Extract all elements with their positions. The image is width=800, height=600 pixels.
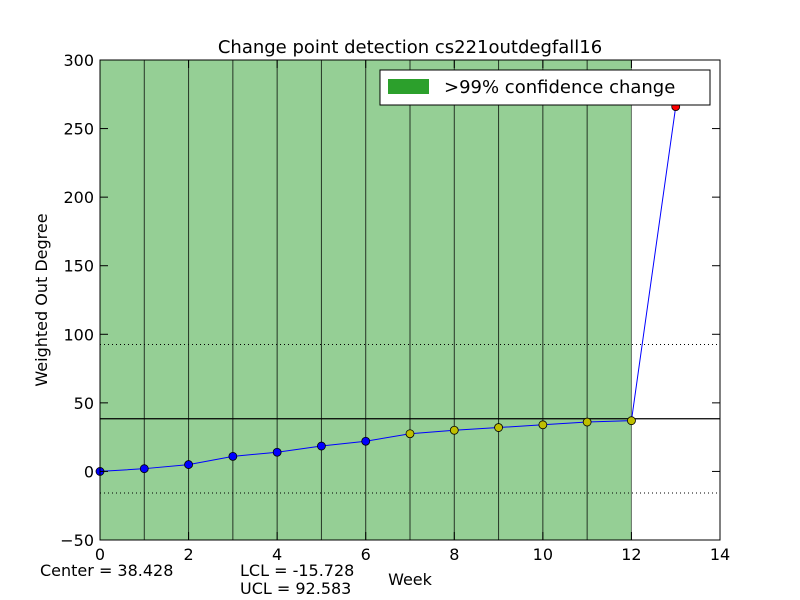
data-point xyxy=(582,417,592,427)
x-tick-label: 14 xyxy=(710,545,730,564)
data-point xyxy=(494,423,503,432)
y-tick-label: 300 xyxy=(63,51,94,70)
x-tick-label: 4 xyxy=(272,545,282,564)
lcl-stat: LCL = -15.728 xyxy=(240,561,355,580)
y-tick-label: 250 xyxy=(63,120,94,139)
data-point xyxy=(449,425,459,435)
legend-label: >99% confidence change xyxy=(444,77,675,98)
x-tick-label: 8 xyxy=(449,545,459,564)
data-point xyxy=(228,451,238,461)
data-point xyxy=(317,441,326,451)
data-point xyxy=(405,429,415,439)
data-point xyxy=(627,416,636,426)
x-axis-label: Week xyxy=(388,570,433,589)
y-tick-label: 50 xyxy=(74,394,94,413)
x-tick-label: 2 xyxy=(183,545,193,564)
ucl-stat: UCL = 92.583 xyxy=(240,579,352,598)
legend: >99% confidence change xyxy=(379,69,711,106)
data-point xyxy=(139,464,149,474)
y-tick-label: 150 xyxy=(63,257,94,276)
data-point xyxy=(538,420,548,430)
x-tick-label: 0 xyxy=(95,545,105,564)
plot-frame xyxy=(99,59,721,541)
y-tick-label: 200 xyxy=(63,188,94,207)
x-tick-label: 10 xyxy=(533,545,553,564)
x-tick-label: 12 xyxy=(621,545,641,564)
data-point xyxy=(184,460,193,469)
chart-title: Change point detection cs221outdegfall16 xyxy=(218,37,602,58)
y-tick-label: −50 xyxy=(60,531,94,550)
legend-swatch xyxy=(388,79,429,94)
y-axis-label: Weighted Out Degree xyxy=(32,213,51,386)
y-tick-label: 0 xyxy=(84,462,94,481)
series-line xyxy=(99,106,677,472)
legend-box xyxy=(379,69,711,106)
data-point xyxy=(272,447,282,457)
data-point xyxy=(361,436,371,446)
x-tick-label: 6 xyxy=(361,545,371,564)
center-stat: Center = 38.428 xyxy=(40,561,174,580)
y-tick-label: 100 xyxy=(63,325,94,344)
